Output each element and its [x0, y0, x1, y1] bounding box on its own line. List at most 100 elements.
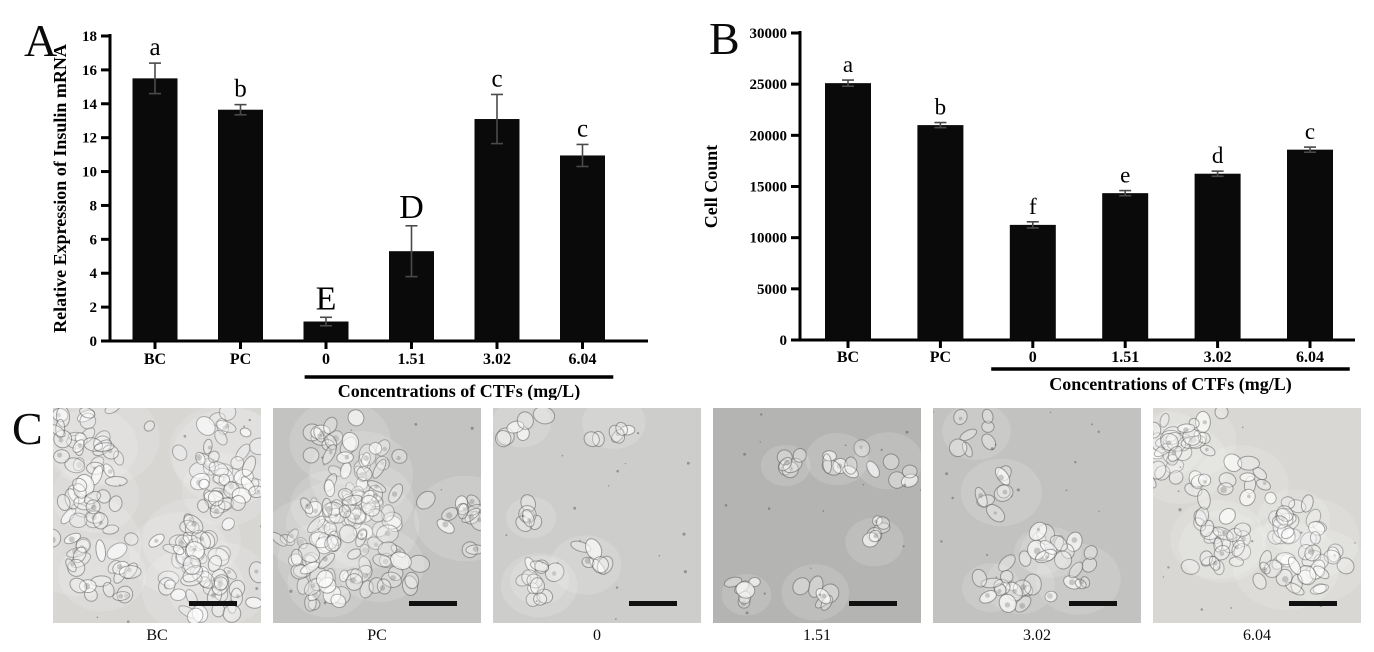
debris-dot: [1011, 495, 1013, 497]
debris-dot: [119, 484, 121, 486]
debris-dot: [248, 418, 251, 422]
category-label-3.02: 3.02: [1204, 349, 1232, 366]
debris-dot: [573, 506, 577, 510]
cell-texture: [1153, 408, 1361, 611]
debris-dot: [183, 434, 187, 438]
sig-letter-BC: a: [149, 34, 160, 61]
panel-a: A 0 2 4 6 8 10 12 14 16 18 Relative Expression of …: [0, 0, 687, 400]
y-tick-label-20000: 20000: [750, 128, 788, 144]
debris-dot: [470, 426, 474, 430]
sig-letter-0: E: [316, 280, 337, 317]
debris-dot: [1074, 461, 1077, 464]
debris-dot: [323, 601, 327, 605]
error-bar-1.51: [1119, 189, 1132, 197]
micrograph-image-0: [493, 408, 701, 623]
y-tick-label-25000: 25000: [750, 77, 788, 93]
debris-dot: [321, 456, 324, 459]
debris-dot: [682, 532, 686, 536]
debris-dot: [880, 448, 883, 452]
debris-dot: [615, 586, 619, 589]
y-tick-label-10000: 10000: [750, 231, 788, 247]
micrograph-label-BC: BC: [146, 627, 168, 644]
debris-dot: [1016, 488, 1020, 492]
debris-dot: [579, 539, 581, 542]
y-tick-label-12: 12: [82, 131, 97, 147]
debris-dot: [1179, 466, 1182, 468]
y-tick-label-0: 0: [90, 334, 98, 350]
y-tick-label-6: 6: [90, 232, 98, 248]
debris-dot: [505, 534, 508, 537]
debris-dot: [636, 431, 640, 435]
debris-dot: [126, 620, 130, 623]
sig-letter-3.02: c: [491, 65, 502, 92]
debris-dot: [994, 443, 997, 446]
y-tick-label-10: 10: [82, 165, 97, 181]
debris-dot: [724, 504, 728, 507]
debris-dot: [902, 545, 905, 548]
micrograph-label-0: 0: [593, 627, 601, 644]
insulin-mrna-bar-chart: 0 2 4 6 8 10 12 14 16 18 Relative Expression of In…: [50, 29, 648, 400]
panel-b: B 0 5000 10000 15000 20000 25000 30000 Cell Cou…: [687, 0, 1374, 400]
debris-dot: [1300, 531, 1303, 534]
micrograph-tile-3.02: 3.02: [933, 408, 1141, 645]
error-bar-6.04: [576, 143, 589, 168]
micrograph-tile-BC: BC: [53, 408, 261, 645]
debris-dot: [607, 485, 610, 487]
debris-dot: [686, 461, 690, 465]
panel-b-label: B: [709, 13, 740, 64]
debris-dot: [933, 411, 934, 413]
y-tick-label-14: 14: [82, 97, 98, 113]
sig-letter-PC: b: [234, 76, 247, 103]
micrograph-tile-0: 0: [493, 408, 701, 645]
micrograph-image-6.04: [1153, 408, 1361, 623]
debris-dot: [763, 592, 766, 595]
debris-dot: [96, 616, 99, 619]
scale-bar: [629, 601, 677, 606]
y-tick-label-16: 16: [82, 63, 98, 79]
micrograph-image-3.02: [933, 408, 1141, 623]
debris-dot: [862, 483, 865, 486]
sig-letter-1.51: D: [399, 189, 424, 226]
debris-dot: [822, 510, 825, 512]
error-bar-0: [1026, 221, 1039, 229]
debris-dot: [951, 496, 954, 500]
debris-dot: [818, 593, 822, 596]
y-tick-label-15000: 15000: [750, 180, 788, 196]
debris-dot: [743, 452, 746, 456]
debris-dot: [1230, 607, 1233, 609]
error-bar-BC: [842, 79, 854, 88]
category-label-PC: PC: [930, 349, 951, 366]
debris-dot: [624, 462, 627, 465]
debris-dot: [414, 422, 418, 426]
debris-dot: [658, 554, 661, 557]
bar-0: [303, 321, 349, 341]
debris-dot: [745, 611, 749, 615]
sig-letter-1.51: e: [1120, 163, 1130, 188]
category-label-6.04: 6.04: [1296, 349, 1324, 366]
debris-dot: [1090, 423, 1093, 426]
error-bar-PC: [234, 103, 247, 116]
category-label-6.04: 6.04: [569, 351, 597, 368]
micrograph-label-1.51: 1.51: [803, 627, 831, 644]
bar-3.02: [1194, 173, 1241, 340]
debris-dot: [903, 483, 907, 487]
debris-dot: [616, 469, 619, 473]
debris-dot: [1049, 411, 1052, 414]
debris-dot: [844, 444, 847, 447]
cell-count-bar-chart: 0 5000 10000 15000 20000 25000 30000 Cell Count…: [701, 26, 1355, 395]
micrograph-image-1.51: [713, 408, 921, 623]
debris-dot: [1097, 430, 1100, 434]
debris-dot: [1162, 576, 1165, 578]
y-tick-label-8: 8: [90, 198, 98, 214]
debris-dot: [1354, 542, 1356, 544]
micrograph-tile-6.04: 6.04: [1153, 408, 1361, 645]
debris-dot: [760, 413, 763, 416]
scale-bar: [849, 601, 897, 606]
category-label-BC: BC: [144, 351, 166, 368]
sig-letter-3.02: d: [1212, 143, 1224, 168]
error-bar-3.02: [1211, 170, 1224, 178]
debris-dot: [990, 447, 994, 451]
debris-dot: [945, 472, 949, 476]
bar-6.04: [560, 155, 605, 341]
debris-dot: [1241, 426, 1244, 429]
